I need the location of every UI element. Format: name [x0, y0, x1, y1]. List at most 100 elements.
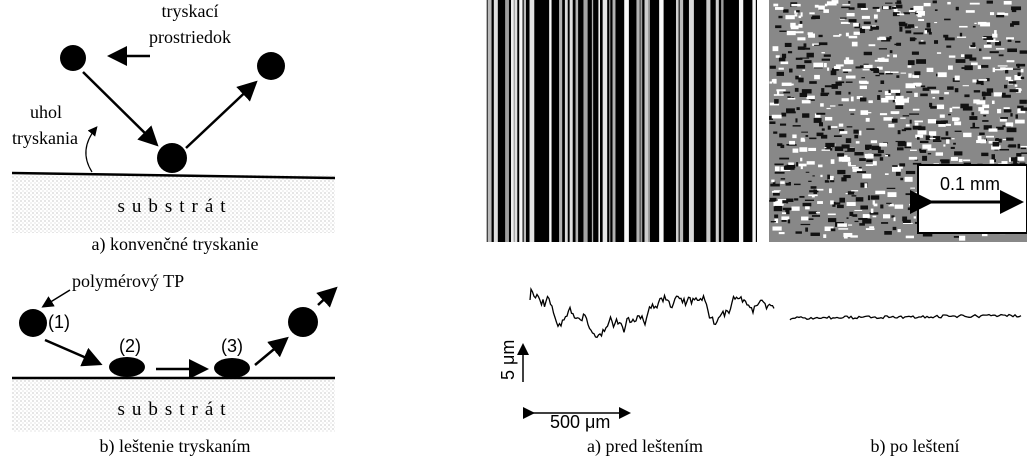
texture: [846, 82, 853, 83]
texture: [823, 9, 829, 13]
texture: [822, 149, 831, 150]
texture: [839, 198, 845, 203]
texture: [680, 0, 683, 242]
texture: [917, 15, 921, 17]
texture: [869, 226, 874, 228]
texture: [910, 37, 915, 41]
texture: [785, 43, 792, 47]
texture: [908, 207, 917, 210]
texture: [1006, 37, 1014, 39]
texture: [890, 50, 893, 53]
texture: [783, 9, 788, 12]
texture: [880, 113, 887, 115]
texture: [885, 3, 892, 4]
texture: [920, 150, 926, 153]
texture: [892, 119, 898, 123]
texture: [779, 68, 784, 70]
texture: [914, 216, 916, 218]
texture: [897, 147, 904, 150]
texture: [905, 30, 911, 33]
texture: [866, 128, 874, 129]
texture: [919, 42, 926, 45]
texture: [952, 138, 955, 139]
texture: [1015, 41, 1020, 43]
texture: [960, 104, 968, 109]
texture: [949, 55, 955, 57]
texture: [1010, 89, 1019, 92]
texture: [895, 105, 903, 109]
texture: [716, 0, 719, 242]
texture: [818, 165, 822, 168]
texture: [987, 42, 991, 44]
texture: [896, 96, 904, 99]
texture: [1006, 122, 1014, 126]
y-scale-label: 5 μm: [498, 340, 518, 380]
texture: [992, 34, 997, 38]
texture: [908, 73, 911, 77]
texture: [794, 198, 798, 200]
texture: [873, 7, 880, 9]
texture: [904, 128, 911, 130]
texture: [956, 7, 959, 11]
texture: [795, 118, 797, 122]
texture: [782, 212, 786, 214]
texture: [973, 26, 976, 28]
texture: [1018, 72, 1021, 76]
texture: [812, 215, 820, 217]
texture: [869, 44, 876, 46]
texture: [775, 25, 781, 28]
texture: [992, 101, 995, 104]
texture: [773, 4, 778, 7]
texture: [983, 97, 986, 100]
texture: [903, 12, 910, 14]
texture: [891, 72, 899, 73]
texture: [899, 22, 906, 25]
texture: [770, 66, 776, 69]
texture: [770, 121, 776, 124]
texture: [791, 206, 799, 210]
texture: [613, 0, 616, 242]
texture: [920, 94, 928, 97]
texture: [954, 151, 962, 155]
texture: [825, 117, 832, 121]
texture: [931, 90, 939, 93]
texture: [851, 190, 858, 191]
texture: [864, 52, 872, 55]
profile-after: [790, 315, 1021, 321]
texture: [856, 197, 864, 201]
texture: [946, 124, 951, 126]
texture: [914, 71, 920, 75]
texture: [915, 13, 918, 14]
texture: [998, 65, 1008, 66]
texture: [871, 140, 877, 143]
texture: [915, 27, 918, 28]
texture: [893, 100, 895, 103]
texture: [807, 101, 810, 102]
texture: [849, 36, 858, 39]
texture: [993, 142, 1000, 147]
texture: [886, 73, 893, 74]
texture: [798, 78, 803, 83]
texture: [973, 99, 979, 103]
arrow: [83, 72, 155, 143]
texture: [773, 46, 779, 51]
texture: [861, 110, 869, 115]
texture: [853, 130, 858, 134]
texture: [795, 88, 799, 92]
texture: [1006, 138, 1013, 141]
texture: [978, 22, 987, 25]
texture: [1004, 107, 1010, 109]
texture: [1007, 60, 1015, 62]
texture: [961, 54, 964, 57]
texture: [808, 148, 816, 151]
texture: [933, 140, 941, 142]
texture: [853, 23, 859, 27]
label: uhol: [30, 102, 62, 122]
texture: [892, 167, 901, 172]
texture: [799, 147, 807, 152]
texture: [981, 83, 984, 85]
texture: [941, 137, 951, 139]
texture: [810, 233, 819, 236]
texture: [972, 42, 975, 46]
texture: [909, 204, 913, 206]
